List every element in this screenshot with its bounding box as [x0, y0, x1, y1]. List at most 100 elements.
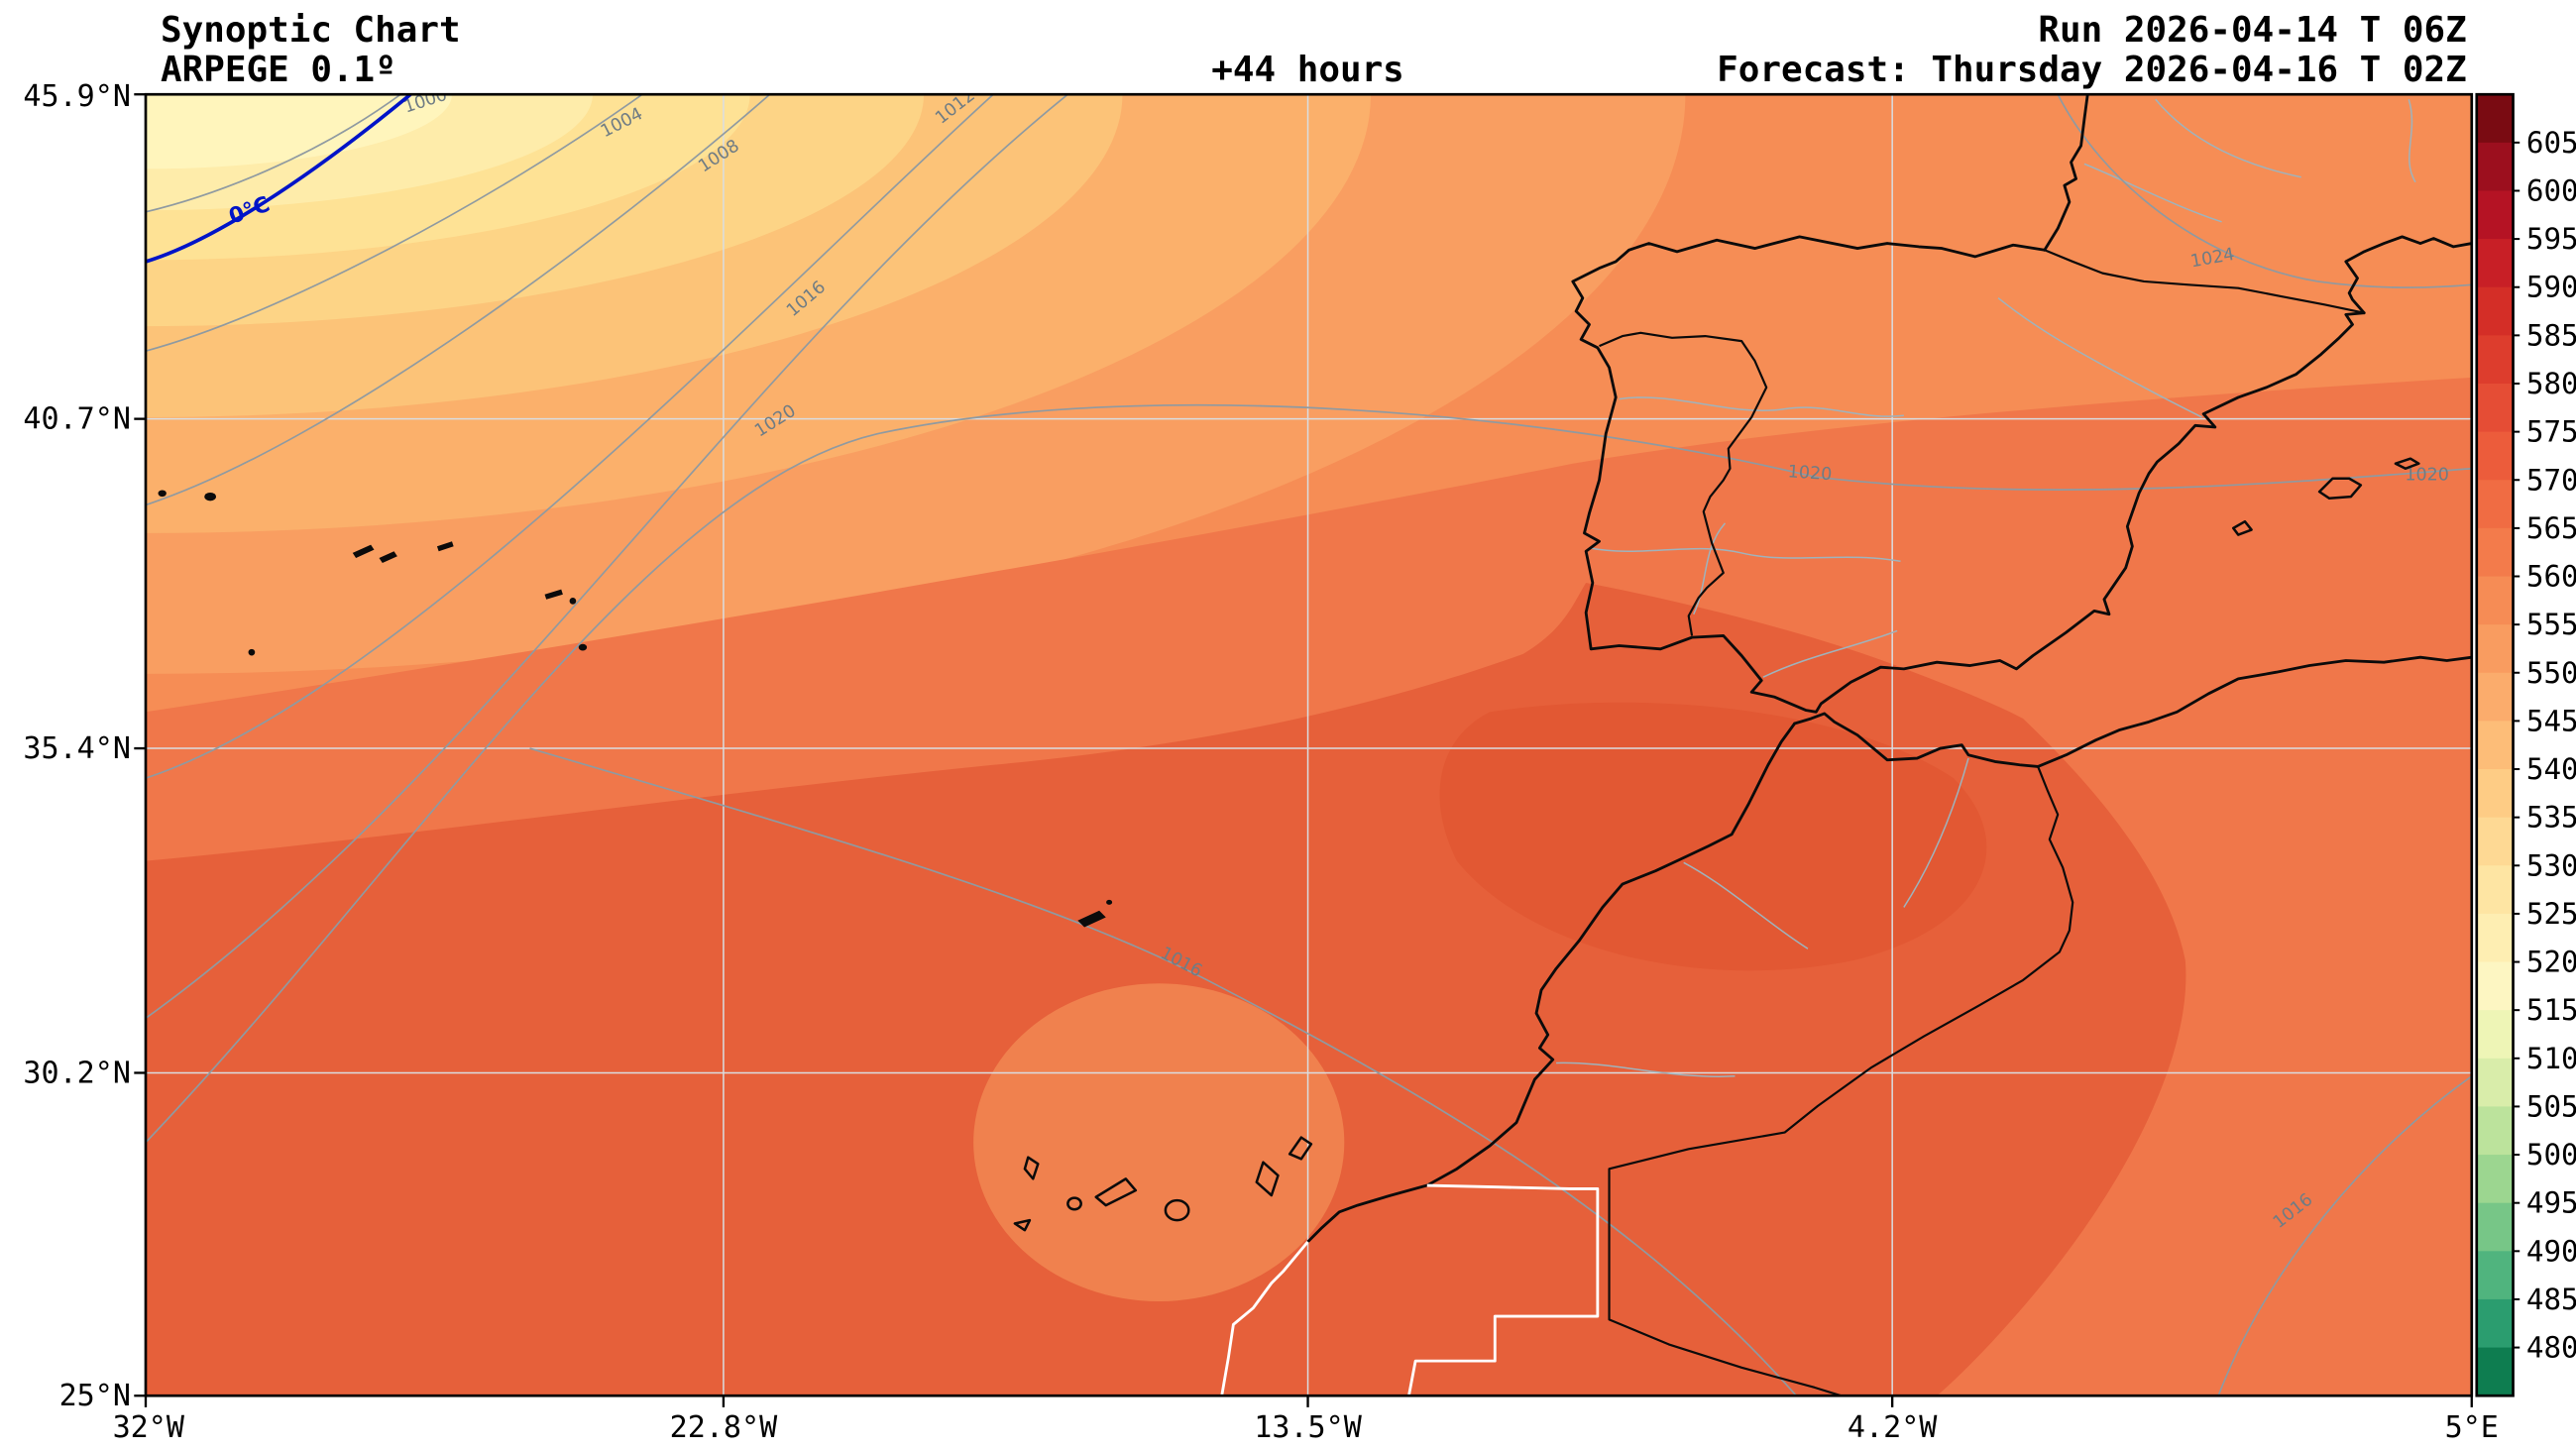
- coast-western-sahara: [1220, 1240, 1309, 1396]
- colorbar-tick-label: 550: [2526, 656, 2576, 690]
- colorbar-segment: [2476, 1202, 2514, 1252]
- island-el-hierro: [1013, 1218, 1032, 1232]
- colorbar-segment: [2476, 190, 2514, 240]
- river-guadalquivir: [1762, 629, 1898, 678]
- colorbar-tick-label: 490: [2526, 1234, 2576, 1268]
- colorbar-tick-label: 530: [2526, 848, 2576, 882]
- isobar-1016-nw: [145, 94, 1068, 1020]
- colorbar-segment: [2476, 239, 2514, 288]
- chart-header: Synoptic Chart ARPEGE 0.1º +44 hours Run…: [161, 10, 2467, 90]
- colorbar-segments: [2476, 94, 2514, 1396]
- y-tick-label: 40.7°N: [23, 402, 131, 437]
- y-axis: 45.9°N 40.7°N 35.4°N 30.2°N 25°N: [23, 79, 146, 1413]
- colorbar-segment: [2476, 1155, 2514, 1204]
- islands: [158, 457, 2420, 1232]
- colorbar-tick-label: 595: [2526, 222, 2576, 256]
- river-rhone: [2408, 99, 2416, 183]
- colorbar-segment: [2476, 721, 2514, 770]
- colorbar-tick-label: 565: [2526, 511, 2576, 545]
- coast-france-atlantic: [2043, 94, 2089, 252]
- run-label: Run 2026-04-14 T 06Z: [2038, 10, 2466, 51]
- model-label: ARPEGE 0.1º: [161, 50, 396, 90]
- x-tick-label: 22.8°W: [670, 1410, 778, 1445]
- colorbar-segment: [2476, 480, 2514, 529]
- river-souss: [1556, 1061, 1736, 1077]
- colorbar-segment: [2476, 286, 2514, 337]
- colorbar-tick-label: 500: [2526, 1138, 2576, 1172]
- colorbar-tick-labels: 605 600 595 590 585 580 575 570 565 560 555 550 545 5…: [2513, 126, 2576, 1365]
- colorbar-segment: [2476, 431, 2514, 481]
- colorbar-tick-label: 545: [2526, 704, 2576, 737]
- colorbar-segment: [2476, 1010, 2514, 1060]
- island-ibiza: [2231, 519, 2253, 536]
- colorbar-segment: [2476, 1058, 2514, 1108]
- x-tick-label: 13.5°W: [1254, 1410, 1362, 1445]
- azores-graciosa: [436, 541, 454, 552]
- colorbar-segment: [2476, 1347, 2514, 1396]
- colorbar-segment: [2476, 865, 2514, 915]
- colorbar-tick-label: 605: [2526, 126, 2576, 160]
- isobar-1000: [145, 94, 401, 213]
- isobar-1016-central: [529, 747, 1797, 1396]
- island-fuerteventura: [1255, 1161, 1280, 1197]
- colorbar-segment: [2476, 769, 2514, 819]
- colorbar-segment: [2476, 672, 2514, 723]
- colorbar-segment: [2476, 817, 2514, 866]
- river-garonne: [2083, 163, 2222, 223]
- colorbar-segment: [2476, 335, 2514, 385]
- forecast-label: Forecast: Thursday 2026-04-16 T 02Z: [1717, 50, 2467, 90]
- colorbar-tick-label: 535: [2526, 801, 2576, 835]
- colorbar-segment: [2476, 576, 2514, 625]
- border-spain-france: [2044, 249, 2365, 314]
- border-spain-portugal: [1599, 331, 1768, 636]
- coastlines: [1220, 94, 2472, 1396]
- colorbar-tick-label: 520: [2526, 946, 2576, 979]
- river-dordogne: [2155, 98, 2301, 178]
- lead-time-label: +44 hours: [1211, 50, 1404, 90]
- colorbar-segment: [2476, 94, 2514, 144]
- colorbar-tick-label: 495: [2526, 1186, 2576, 1220]
- river-tagus: [1589, 547, 1901, 563]
- graticule: [145, 94, 2472, 1396]
- isobar-1008: [145, 94, 771, 506]
- colorbar-segment: [2476, 527, 2514, 578]
- colorbar-segment: [2476, 624, 2514, 674]
- colorbar-segment: [2476, 383, 2514, 433]
- isobar-lines: [145, 94, 2472, 1396]
- colorbar-tick-label: 585: [2526, 318, 2576, 352]
- x-tick-label: 4.2°W: [1848, 1410, 1938, 1445]
- colorbar-tick-label: 570: [2526, 463, 2576, 497]
- island-la-palma: [1023, 1156, 1040, 1180]
- y-tick-label: 35.4°N: [23, 731, 131, 766]
- island-lanzarote: [1288, 1136, 1313, 1161]
- azores-pico: [204, 492, 216, 502]
- colorbar-tick-label: 510: [2526, 1042, 2576, 1075]
- colorbar-tick-label: 540: [2526, 752, 2576, 786]
- colorbar-tick-label: 485: [2526, 1283, 2576, 1316]
- coast-africa-atlantic: [1306, 722, 1797, 1244]
- colorbar-tick-label: 560: [2526, 560, 2576, 594]
- isobar-1020: [145, 403, 2472, 1144]
- colorbar-tick-label: 580: [2526, 367, 2576, 400]
- island-gran-canaria: [1164, 1198, 1190, 1222]
- azores-sao-miguel: [544, 589, 563, 600]
- isobar-1004: [145, 94, 643, 352]
- x-tick-label: 32°W: [113, 1410, 185, 1445]
- azores-flores: [248, 648, 256, 656]
- azores-santa-maria: [578, 643, 588, 651]
- y-tick-label: 45.9°N: [23, 79, 131, 114]
- colorbar-frame: [2475, 92, 2515, 1397]
- country-borders: [1407, 249, 2365, 1396]
- coast-africa-mediterranean: [1793, 655, 2472, 768]
- island-la-gomera: [1066, 1196, 1082, 1211]
- island-menorca: [2394, 457, 2420, 470]
- colorbar-segment: [2476, 1106, 2514, 1156]
- river-oum-er-rbia: [1683, 861, 1809, 949]
- river-ebro: [1997, 297, 2202, 418]
- border-western-sahara: [1407, 1183, 1600, 1396]
- colorbar-tick-label: 505: [2526, 1089, 2576, 1123]
- isobar-label: 1020: [2405, 465, 2449, 485]
- isobar-1024: [2057, 94, 2472, 288]
- y-tick-label: 30.2°N: [23, 1056, 131, 1090]
